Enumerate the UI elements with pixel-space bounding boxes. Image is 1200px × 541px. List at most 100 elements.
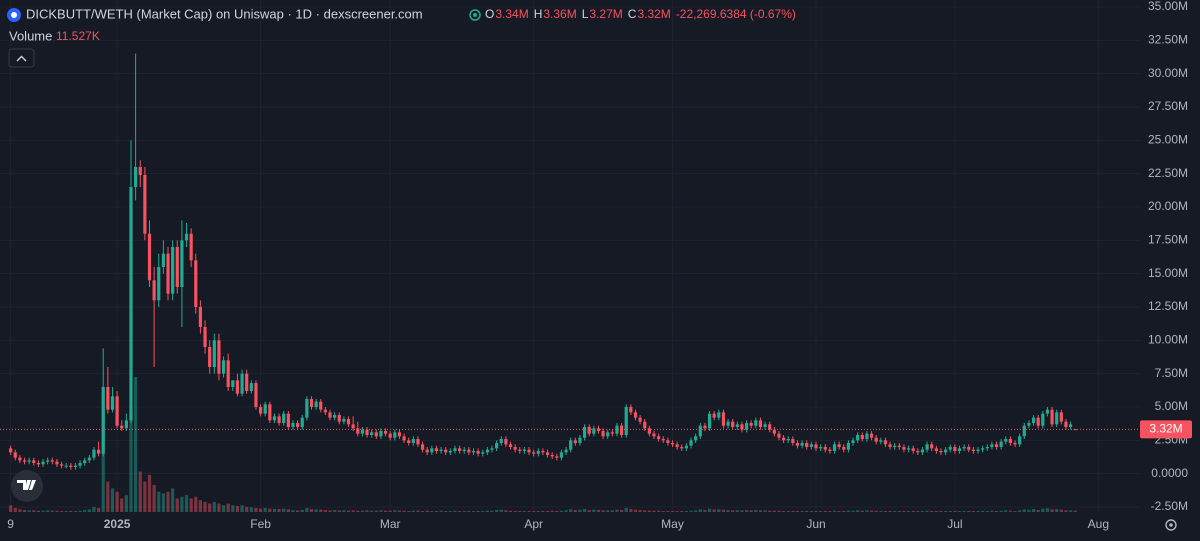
candle-body bbox=[795, 443, 800, 446]
volume-bar bbox=[957, 510, 962, 512]
candle-body bbox=[564, 449, 568, 453]
candle-body bbox=[1031, 417, 1036, 423]
candle-body bbox=[610, 432, 614, 434]
candle-body bbox=[393, 432, 397, 438]
candle-body bbox=[157, 267, 161, 301]
volume-bar bbox=[592, 509, 596, 512]
candle-body bbox=[286, 413, 290, 427]
volume-bar bbox=[911, 510, 915, 512]
candle-body bbox=[731, 421, 735, 427]
candle-body bbox=[481, 452, 485, 454]
candle-body bbox=[735, 424, 739, 427]
candle-body bbox=[453, 448, 457, 451]
candle-body bbox=[638, 417, 642, 422]
candle-body bbox=[944, 449, 948, 453]
ohlc-key: C bbox=[628, 7, 637, 21]
candle-body bbox=[1018, 436, 1022, 445]
volume-bar bbox=[254, 507, 258, 512]
volume-bar bbox=[240, 505, 244, 512]
candle-body bbox=[171, 247, 175, 294]
volume-bar bbox=[166, 491, 170, 512]
volume-bar bbox=[1022, 509, 1026, 512]
volume-bar bbox=[231, 505, 235, 512]
collapse-button[interactable] bbox=[8, 48, 35, 68]
candle-body bbox=[78, 463, 82, 466]
volume-bar bbox=[59, 510, 64, 512]
candle-body bbox=[911, 448, 915, 451]
volume-pane bbox=[9, 377, 1077, 512]
candle-body bbox=[573, 440, 577, 443]
volume-bar bbox=[96, 507, 101, 512]
candle-body bbox=[356, 428, 360, 434]
volume-bar bbox=[897, 510, 901, 512]
candle-body bbox=[291, 423, 295, 427]
volume-bar bbox=[416, 510, 420, 512]
last-price-label: 3.32M bbox=[1149, 422, 1182, 436]
ohlc-value: 3.27M bbox=[589, 7, 622, 21]
candle-body bbox=[508, 444, 513, 447]
x-tick-label: Jun bbox=[806, 517, 825, 531]
volume-bar bbox=[1041, 508, 1045, 512]
status-dot bbox=[469, 9, 481, 21]
volume-bar bbox=[638, 509, 642, 512]
candle-body bbox=[582, 427, 587, 438]
candle-body bbox=[221, 360, 226, 374]
candle-body bbox=[851, 440, 855, 443]
candle-body bbox=[13, 452, 17, 458]
volume-bar bbox=[184, 495, 189, 512]
volume-bar bbox=[976, 510, 980, 512]
volume-bar bbox=[245, 506, 249, 512]
candle-body bbox=[115, 396, 119, 426]
volume-value: 11.527K bbox=[56, 29, 100, 43]
volume-bar bbox=[555, 510, 559, 512]
volume-bar bbox=[439, 510, 443, 512]
volume-bar bbox=[532, 510, 536, 512]
change-value: -22,269.6384 (-0.67%) bbox=[676, 7, 796, 21]
volume-bar bbox=[962, 510, 966, 512]
volume-bar bbox=[346, 510, 351, 512]
candle-body bbox=[916, 451, 920, 453]
settings-icon[interactable] bbox=[1165, 519, 1177, 531]
candle-body bbox=[319, 401, 323, 410]
volume-bar bbox=[499, 509, 503, 512]
volume-bar bbox=[212, 501, 216, 512]
volume-bar bbox=[106, 481, 110, 512]
volume-bar bbox=[879, 510, 883, 512]
candle-body bbox=[772, 429, 776, 434]
ohlc-key: H bbox=[534, 7, 543, 21]
volume-bar bbox=[448, 510, 452, 512]
candle-body bbox=[73, 465, 78, 467]
volume-bar bbox=[893, 510, 897, 512]
y-tick-label: 30.00M bbox=[1148, 66, 1188, 80]
candle-body bbox=[397, 432, 402, 437]
volume-title: Volume bbox=[9, 28, 52, 43]
candle-body bbox=[518, 449, 522, 451]
candle-body bbox=[559, 452, 564, 458]
candle-body bbox=[953, 447, 957, 451]
volume-bar bbox=[36, 510, 41, 512]
candle-body bbox=[180, 240, 184, 287]
volume-bar bbox=[32, 510, 36, 512]
volume-bar bbox=[610, 510, 614, 512]
volume-bar bbox=[221, 505, 226, 512]
candle-body bbox=[305, 399, 309, 418]
candle-body bbox=[606, 432, 610, 437]
volume-bar bbox=[865, 510, 869, 512]
candle-body bbox=[1022, 425, 1026, 437]
candle-body bbox=[175, 247, 179, 287]
volume-bar bbox=[453, 510, 457, 512]
volume-bar bbox=[527, 510, 531, 512]
candle-body bbox=[541, 451, 545, 453]
volume-bar bbox=[754, 509, 758, 512]
candle-body bbox=[620, 425, 624, 435]
candle-body bbox=[1027, 423, 1031, 426]
volume-bar bbox=[1036, 509, 1040, 512]
volume-bar bbox=[319, 509, 323, 512]
candle-body bbox=[823, 447, 827, 450]
volume-bar bbox=[194, 496, 198, 512]
candle-body bbox=[351, 424, 355, 429]
y-tick-label: 25.00M bbox=[1148, 133, 1188, 147]
volume-bar bbox=[916, 510, 920, 512]
volume-bar bbox=[490, 510, 494, 512]
volume-bar bbox=[1013, 510, 1017, 512]
